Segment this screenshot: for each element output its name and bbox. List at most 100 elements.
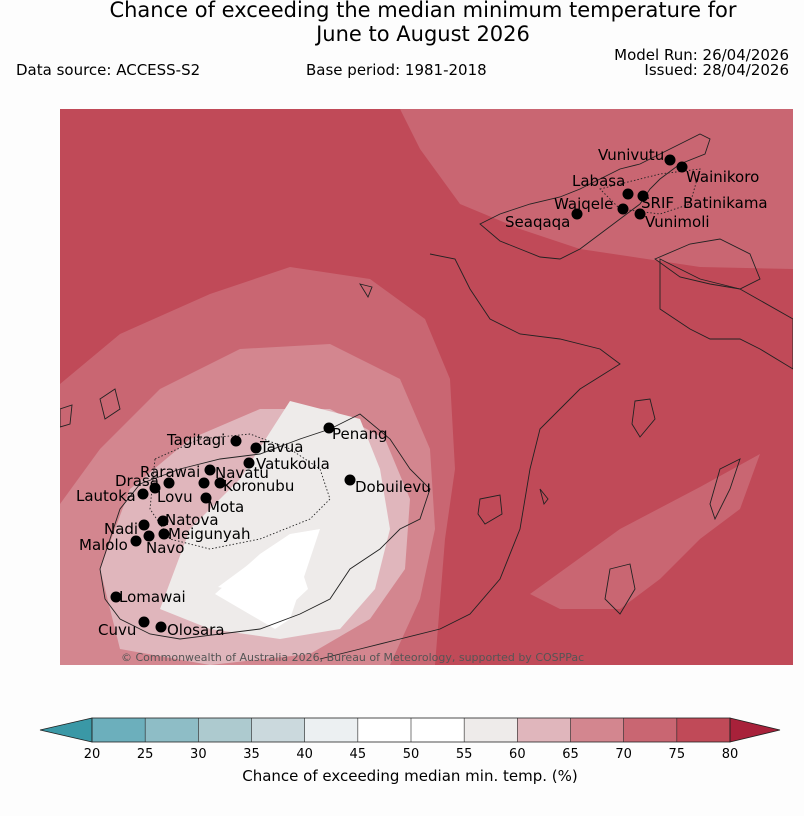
place-marker bbox=[634, 208, 646, 220]
place-marker bbox=[230, 435, 242, 447]
colorbar-tick-label: 50 bbox=[403, 747, 420, 762]
place-label: Batinikama bbox=[683, 194, 768, 212]
colorbar-bin bbox=[517, 718, 571, 742]
place-label: Tavua bbox=[259, 438, 303, 456]
colorbar-tick-label: 55 bbox=[456, 747, 473, 762]
issued-date: Issued: 28/04/2026 bbox=[644, 61, 789, 79]
place-navo: Navo bbox=[146, 539, 184, 557]
colorbar-tick-label: 25 bbox=[137, 747, 154, 762]
colorbar-tick-label: 65 bbox=[562, 747, 579, 762]
place-label: Waiqele bbox=[554, 195, 613, 213]
colorbar-bin bbox=[570, 718, 625, 742]
colorbar-tick-label: 80 bbox=[722, 747, 739, 762]
colorbar-tick-label: 35 bbox=[243, 747, 260, 762]
place-malolo: Malolo bbox=[79, 530, 155, 554]
place-marker bbox=[637, 190, 649, 202]
place-marker bbox=[163, 477, 175, 489]
place-label: Mota bbox=[207, 498, 244, 516]
colorbar-bin bbox=[304, 718, 359, 742]
place-marker bbox=[664, 154, 676, 166]
place-marker bbox=[155, 621, 167, 633]
place-label: Lautoka bbox=[76, 487, 136, 505]
place-label: Drasa bbox=[115, 472, 159, 490]
place-label: Vunivutu bbox=[598, 146, 664, 164]
title-line-1: Chance of exceeding the median minimum t… bbox=[109, 0, 737, 22]
colorbar-ticks: 20 25 30 35 40 45 50 55 60 65 70 75 80 bbox=[84, 718, 739, 762]
place-natova: Natova bbox=[157, 511, 219, 529]
contour-70-75-northeast bbox=[400, 109, 793, 269]
place-tagitagi: Tagitagi bbox=[166, 431, 242, 449]
place-label: Labasa bbox=[572, 172, 625, 190]
place-label: Meigunyah bbox=[168, 525, 250, 543]
colorbar-bins bbox=[92, 718, 731, 742]
place-penang: Penang bbox=[323, 422, 387, 443]
colorbar-below-triangle bbox=[39, 717, 93, 743]
place-waiqele: Waiqele bbox=[554, 195, 629, 215]
probability-map: © Commonwealth of Australia 2026, Bureau… bbox=[60, 109, 793, 665]
place-wainikoro: Wainikoro bbox=[676, 161, 759, 186]
place-marker bbox=[200, 492, 212, 504]
place-label: SRIF bbox=[641, 194, 674, 212]
place-marker bbox=[243, 457, 255, 469]
place-label: Malolo bbox=[79, 536, 128, 554]
colorbar-tick-label: 40 bbox=[296, 747, 313, 762]
place-marker bbox=[138, 519, 150, 531]
place-dobuilevu: Dobuilevu bbox=[344, 474, 431, 496]
place-lovu: Lovu bbox=[157, 488, 193, 506]
place-vatukoula: Vatukoula bbox=[243, 455, 330, 473]
place-label: Natova bbox=[165, 511, 219, 529]
place-olosara: Olosara bbox=[155, 621, 225, 639]
colorbar-bin bbox=[411, 718, 465, 742]
place-vunivutu: Vunivutu bbox=[598, 146, 676, 166]
place-rarawai: Rarawai bbox=[140, 463, 216, 481]
colorbar-tick-label: 60 bbox=[509, 747, 526, 762]
place-marker bbox=[622, 188, 634, 200]
place-drasa: Drasa bbox=[115, 472, 175, 494]
place-marker bbox=[344, 474, 356, 486]
copyright-notice: © Commonwealth of Australia 2026, Bureau… bbox=[121, 651, 584, 664]
data-source: Data source: ACCESS-S2 bbox=[16, 61, 201, 79]
contour-55-60 bbox=[160, 401, 390, 639]
place-batinikama: Batinikama bbox=[683, 194, 768, 212]
colorbar-legend: 20 25 30 35 40 45 50 55 60 65 70 75 80 Chance of exc… bbox=[39, 717, 781, 785]
model-run: Model Run: 26/04/2026 bbox=[614, 46, 789, 64]
place-markers: Vunivutu Wainikoro Labasa SRIF Batinikam… bbox=[76, 146, 768, 639]
place-label: Navatu bbox=[215, 464, 269, 482]
colorbar-bin bbox=[464, 718, 518, 742]
place-marker bbox=[617, 203, 629, 215]
place-marker bbox=[138, 616, 150, 628]
colorbar-tick-label: 75 bbox=[669, 747, 686, 762]
colorbar-above-triangle bbox=[729, 717, 781, 743]
place-label: Wainikoro bbox=[686, 168, 759, 186]
place-marker bbox=[198, 477, 210, 489]
place-label: Tagitagi bbox=[166, 431, 225, 449]
place-marker bbox=[676, 161, 688, 173]
place-navatu: Navatu bbox=[215, 464, 269, 482]
place-meigunyah: Meigunyah bbox=[158, 525, 250, 543]
colorbar-bin bbox=[145, 718, 199, 742]
contour-core bbox=[218, 534, 308, 604]
place-label: Navo bbox=[146, 539, 184, 557]
base-period: Base period: 1981-2018 bbox=[306, 61, 487, 79]
place-label: Koronubu bbox=[223, 477, 294, 495]
place-label: Olosara bbox=[167, 621, 225, 639]
place-srif: SRIF bbox=[637, 190, 674, 212]
place-mota: Mota bbox=[200, 492, 244, 516]
place-cuvu: Cuvu bbox=[98, 616, 150, 639]
place-label: Vunimoli bbox=[645, 213, 710, 231]
colorbar-bin bbox=[198, 718, 252, 742]
place-lautoka: Lautoka bbox=[76, 487, 149, 505]
colorbar-bin bbox=[676, 718, 731, 742]
place-label: Cuvu bbox=[98, 621, 136, 639]
colorbar-bin bbox=[92, 718, 146, 742]
place-marker bbox=[110, 591, 122, 603]
colorbar-tick-label: 45 bbox=[350, 747, 367, 762]
contour-70-75-southeast bbox=[530, 454, 760, 609]
colorbar-bin bbox=[251, 718, 306, 742]
colorbar-label: Chance of exceeding median min. temp. (%… bbox=[242, 767, 577, 785]
place-label: Lomawai bbox=[119, 588, 186, 606]
place-marker bbox=[157, 515, 169, 527]
place-label: Lovu bbox=[157, 488, 193, 506]
place-marker bbox=[130, 535, 142, 547]
place-lomawai: Lomawai bbox=[110, 588, 186, 606]
